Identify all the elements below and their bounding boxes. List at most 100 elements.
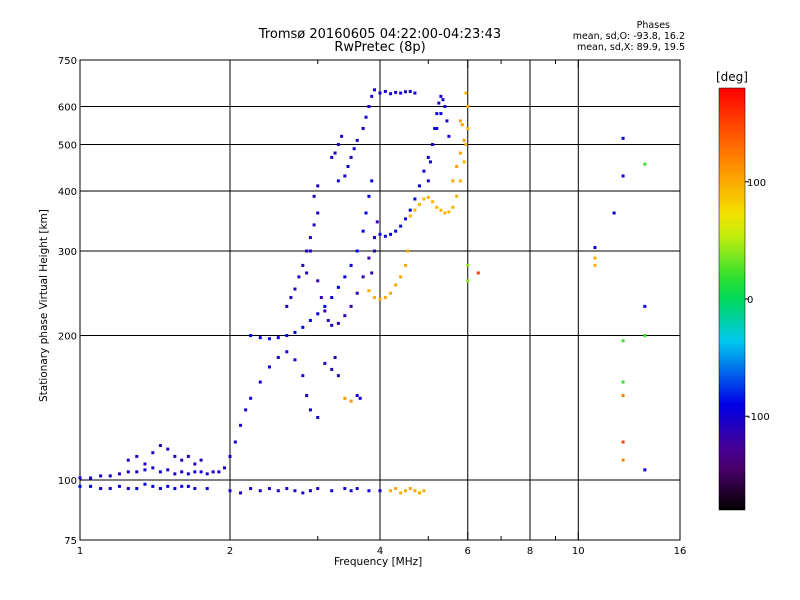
phase-x-stats: mean, sd,X: 89.9, 19.5 bbox=[576, 42, 685, 53]
echo-point bbox=[135, 487, 139, 491]
echo-point bbox=[413, 197, 417, 201]
echo-point bbox=[389, 232, 393, 236]
x-tick-label: 4 bbox=[377, 546, 383, 557]
echo-point bbox=[378, 297, 382, 301]
echo-point bbox=[464, 91, 468, 95]
echo-point bbox=[173, 454, 177, 458]
echo-point bbox=[158, 470, 162, 474]
echo-point bbox=[403, 217, 407, 221]
echo-point bbox=[621, 174, 625, 178]
echo-point bbox=[621, 339, 625, 343]
phase-o-stats: mean, sd,O: -93.8, 16.2 bbox=[572, 31, 685, 42]
echo-point bbox=[305, 249, 309, 253]
echo-point bbox=[330, 323, 334, 327]
echo-point bbox=[455, 194, 459, 198]
echo-point bbox=[158, 444, 162, 448]
echo-point bbox=[330, 296, 334, 300]
echo-point bbox=[361, 275, 365, 279]
echo-point bbox=[364, 115, 368, 119]
echo-point bbox=[233, 440, 237, 444]
echo-point bbox=[166, 468, 170, 472]
echo-point bbox=[249, 487, 253, 491]
echo-point bbox=[431, 143, 435, 147]
echo-point bbox=[417, 491, 421, 495]
echo-point bbox=[361, 126, 365, 130]
echo-point bbox=[367, 489, 371, 493]
echo-point bbox=[285, 304, 289, 308]
echo-point bbox=[285, 487, 289, 491]
echo-point bbox=[466, 263, 470, 267]
echo-point bbox=[258, 489, 262, 493]
echo-point bbox=[373, 236, 377, 240]
echo-point bbox=[370, 179, 374, 183]
echo-point bbox=[326, 318, 330, 322]
echo-point bbox=[323, 361, 327, 365]
echo-point bbox=[312, 223, 316, 227]
echo-point bbox=[643, 162, 647, 166]
echo-point bbox=[349, 263, 353, 267]
x-tick-label: 8 bbox=[527, 546, 533, 557]
echo-point bbox=[336, 285, 340, 289]
echo-point bbox=[394, 229, 398, 233]
echo-point bbox=[447, 210, 451, 214]
echo-point bbox=[301, 491, 305, 495]
echo-point bbox=[422, 489, 426, 493]
echo-point bbox=[99, 474, 103, 478]
echo-point bbox=[276, 336, 280, 340]
x-tick-label: 6 bbox=[465, 546, 471, 557]
y-tick-label: 750 bbox=[58, 56, 77, 67]
echo-point bbox=[643, 468, 647, 472]
echo-point bbox=[455, 164, 459, 168]
echo-point bbox=[413, 489, 417, 493]
echo-point bbox=[403, 263, 407, 267]
echo-point bbox=[336, 374, 340, 378]
echo-point bbox=[308, 236, 312, 240]
echo-point bbox=[316, 415, 320, 419]
echo-point bbox=[211, 470, 215, 474]
echo-point bbox=[193, 462, 197, 466]
echo-point bbox=[89, 476, 93, 480]
echo-point bbox=[394, 90, 398, 94]
echo-point bbox=[408, 487, 412, 491]
echo-point bbox=[319, 296, 323, 300]
echo-point bbox=[186, 454, 190, 458]
echo-point bbox=[466, 279, 470, 283]
echo-point bbox=[621, 440, 625, 444]
echo-point bbox=[462, 160, 466, 164]
echo-point bbox=[293, 489, 297, 493]
colorbar-label: [deg] bbox=[716, 70, 748, 84]
echo-point bbox=[143, 468, 147, 472]
echo-point bbox=[612, 211, 616, 215]
echo-point bbox=[180, 458, 184, 462]
echo-point bbox=[643, 334, 647, 338]
echo-point bbox=[244, 408, 248, 412]
x-tick-label: 10 bbox=[572, 546, 585, 557]
echo-point bbox=[460, 123, 464, 127]
echo-point bbox=[458, 151, 462, 155]
echo-point bbox=[293, 330, 297, 334]
echo-point bbox=[301, 374, 305, 378]
echo-point bbox=[349, 155, 353, 159]
echo-point bbox=[367, 256, 371, 260]
echo-point bbox=[370, 94, 374, 98]
echo-point bbox=[276, 355, 280, 359]
echo-point bbox=[394, 487, 398, 491]
echo-point bbox=[166, 447, 170, 451]
echo-point bbox=[346, 164, 350, 168]
echo-point bbox=[323, 304, 327, 308]
echo-point bbox=[293, 358, 297, 362]
x-axis-label: Frequency [MHz] bbox=[334, 556, 423, 568]
colorbar-tick-label: 100 bbox=[747, 178, 766, 189]
x-tick-label: 2 bbox=[227, 546, 233, 557]
echo-point bbox=[389, 291, 393, 295]
echo-point bbox=[276, 489, 280, 493]
echo-point bbox=[433, 126, 437, 130]
echo-point bbox=[443, 105, 447, 109]
colorbar-tick-label: -100 bbox=[747, 412, 770, 423]
echo-point bbox=[316, 279, 320, 283]
echo-point bbox=[435, 205, 439, 209]
chart-title: Tromsø 20160605 04:22:00-04:23:43 bbox=[258, 27, 502, 42]
echo-point bbox=[126, 470, 130, 474]
echo-point bbox=[399, 91, 403, 95]
echo-point bbox=[464, 143, 468, 147]
